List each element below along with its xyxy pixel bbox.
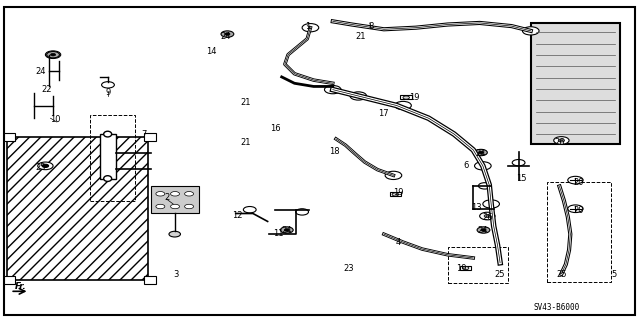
Text: 25: 25 [556,270,566,279]
Circle shape [49,53,57,56]
Circle shape [403,96,410,99]
Text: 3: 3 [173,270,179,279]
Circle shape [324,85,341,94]
Circle shape [156,204,165,209]
Text: 10: 10 [50,115,60,124]
Text: 19: 19 [456,263,467,273]
Text: 23: 23 [344,263,354,273]
Circle shape [478,151,483,154]
Text: 21: 21 [240,137,250,146]
Text: 25: 25 [495,270,506,279]
Bar [448,247,508,283]
Circle shape [302,24,319,32]
Bar [90,115,135,201]
Circle shape [243,206,256,213]
Circle shape [38,162,53,170]
Text: 26: 26 [482,213,493,222]
Text: 19: 19 [393,188,403,197]
Text: 5: 5 [611,270,616,279]
Bar [100,134,116,179]
Bar [401,95,412,100]
Text: 17: 17 [378,109,389,118]
Circle shape [385,171,402,180]
Text: 18: 18 [329,147,339,156]
Bar [547,182,611,282]
Bar [531,23,620,144]
Circle shape [462,266,469,270]
Bar [145,276,156,284]
Circle shape [554,137,569,144]
Text: SV43-B6000: SV43-B6000 [533,303,579,312]
Text: 20: 20 [573,206,584,215]
Circle shape [184,204,193,209]
Bar [460,266,471,270]
Text: 24: 24 [476,149,486,158]
Circle shape [395,101,412,110]
Text: 1: 1 [305,22,310,31]
Circle shape [171,204,179,209]
Text: 11: 11 [273,229,284,238]
Circle shape [481,229,486,231]
Text: 24: 24 [477,226,488,235]
Text: 24: 24 [220,32,231,41]
Text: 19: 19 [409,93,420,102]
Bar [4,276,15,284]
Circle shape [225,33,230,35]
Circle shape [284,229,289,231]
Circle shape [51,53,56,56]
Circle shape [296,209,308,215]
Circle shape [522,27,539,35]
Text: 24: 24 [35,67,45,76]
Text: 26: 26 [554,137,564,146]
Text: 2: 2 [164,193,170,202]
Bar [151,187,198,213]
Circle shape [568,176,583,184]
Bar [145,133,156,141]
Circle shape [478,183,491,189]
Circle shape [483,200,499,208]
Circle shape [477,227,490,233]
Circle shape [558,139,564,142]
Circle shape [392,193,399,196]
Ellipse shape [104,176,111,182]
Text: 25: 25 [35,163,45,172]
Text: 15: 15 [516,174,527,183]
Text: 21: 21 [355,32,365,41]
Circle shape [221,31,234,37]
Circle shape [169,231,180,237]
Circle shape [45,51,61,58]
Circle shape [474,162,491,170]
Circle shape [474,149,487,156]
Circle shape [484,214,490,218]
Circle shape [42,164,49,167]
Ellipse shape [104,131,111,137]
Text: 24: 24 [282,226,292,234]
Text: 14: 14 [206,47,217,56]
Text: 9: 9 [106,88,111,97]
Circle shape [512,160,525,166]
Text: 21: 21 [240,98,250,107]
Text: 20: 20 [573,178,584,187]
Circle shape [171,192,179,196]
Circle shape [156,192,165,196]
Text: 12: 12 [232,211,242,219]
Text: Fr.: Fr. [15,282,26,291]
Text: 16: 16 [270,124,280,133]
Circle shape [47,51,60,58]
Text: 8: 8 [369,22,374,31]
Circle shape [568,205,583,212]
Text: 6: 6 [463,161,468,170]
Text: 22: 22 [42,85,52,94]
Bar [390,192,401,196]
Circle shape [350,92,367,100]
Bar [4,133,15,141]
Text: 7: 7 [141,130,147,138]
Circle shape [479,212,495,220]
Circle shape [184,192,193,196]
Text: 13: 13 [471,203,482,212]
Circle shape [102,82,115,88]
Circle shape [280,227,293,233]
Bar [7,137,148,280]
Text: 4: 4 [396,238,401,247]
